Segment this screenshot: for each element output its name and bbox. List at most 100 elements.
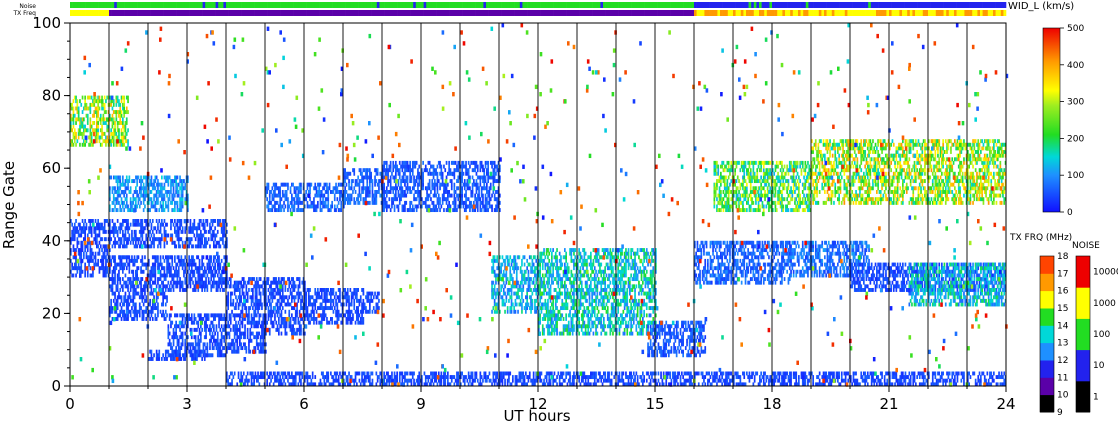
echo-cell: [350, 298, 353, 303]
echo-cell: [142, 197, 145, 202]
echo-cell: [232, 313, 235, 318]
echo-cell: [136, 244, 138, 249]
txfreq-strip-cell: [709, 10, 713, 16]
echo-cell: [482, 193, 484, 198]
echo-cell: [161, 262, 163, 267]
echo-cell: [203, 349, 206, 354]
echo-cell: [326, 320, 328, 325]
echo-cell: [176, 313, 179, 318]
echo-cell: [163, 291, 166, 296]
echo-cell: [70, 248, 72, 253]
noise-strip-cell: [288, 2, 292, 8]
echo-cell: [124, 226, 127, 231]
echo-cell: [94, 233, 97, 238]
echo-cell: [324, 190, 327, 194]
echo-cell: [356, 313, 358, 318]
noise-strip-cell: [322, 2, 326, 8]
echo-cell: [331, 204, 333, 209]
echo-cell: [124, 295, 127, 300]
echo-cell: [170, 200, 172, 205]
echo-cell: [274, 190, 276, 194]
txfreq-strip-cell: [730, 10, 734, 16]
echo-cell: [406, 175, 409, 180]
echo-cell: [175, 233, 177, 238]
echo-cell: [323, 200, 326, 205]
echo-cell: [434, 186, 436, 191]
noise-strip-cell: [228, 2, 232, 8]
echo-cell: [486, 168, 488, 173]
echo-cell: [448, 200, 450, 205]
noise-strip-cell: [410, 2, 414, 8]
echo-cell: [300, 291, 302, 296]
echo-cell: [177, 233, 180, 238]
echo-cell: [414, 204, 417, 209]
echo-cell: [281, 277, 284, 282]
echo-cell: [375, 193, 378, 198]
echo-cell: [136, 219, 138, 223]
echo-cell: [125, 193, 128, 198]
echo-cell: [135, 258, 137, 263]
echo-cell: [112, 197, 115, 202]
echo-cell: [281, 288, 284, 292]
echo-cell: [474, 168, 476, 173]
echo-cell: [365, 190, 367, 194]
noise-strip-cell: [223, 2, 227, 8]
echo-cell: [255, 284, 258, 289]
echo-cell: [164, 349, 167, 354]
echo-cell: [253, 346, 255, 351]
echo-cell: [344, 288, 346, 292]
echo-cell: [224, 240, 227, 245]
echo-cell: [162, 200, 164, 205]
txfreq-strip-cell: [540, 10, 544, 16]
echo-cell: [322, 317, 324, 321]
echo-cell: [304, 317, 306, 321]
echo-cell: [151, 280, 154, 285]
echo-cell: [284, 193, 287, 198]
txfreq-strip-cell: [847, 10, 851, 16]
noise-strip-cell: [254, 2, 258, 8]
echo-cell: [268, 190, 271, 194]
echo-cell: [193, 313, 196, 318]
echo-cell: [358, 193, 361, 198]
echo-cell: [193, 284, 196, 289]
echo-cell: [167, 197, 170, 202]
noise-strip-cell: [350, 2, 354, 8]
echo-cell: [146, 284, 149, 289]
noise-strip-cell: [473, 2, 476, 8]
echo-cell: [176, 324, 179, 329]
echo-cell: [486, 197, 488, 202]
echo-cell: [166, 179, 168, 184]
noise-strip-cell: [600, 2, 604, 8]
echo-cell: [339, 295, 341, 300]
echo-cell: [362, 200, 365, 205]
echo-cell: [344, 291, 346, 296]
echo-cell: [185, 179, 188, 184]
echo-cell: [144, 204, 146, 209]
echo-cell: [138, 244, 141, 249]
echo-cell: [259, 298, 262, 303]
echo-cell: [120, 222, 123, 227]
echo-cell: [180, 186, 183, 191]
echo-cell: [135, 309, 137, 314]
echo-cell: [114, 273, 116, 278]
echo-cell: [385, 208, 388, 213]
noise-strip-cell: [720, 2, 723, 8]
echo-cell: [254, 309, 257, 314]
echo-cell: [151, 219, 154, 223]
echo-cell: [171, 262, 174, 267]
echo-cell: [171, 200, 174, 205]
echo-cell: [279, 280, 281, 285]
txfreq-strip-cell: [278, 10, 281, 16]
echo-cell: [301, 317, 304, 321]
txfreq-strip-cell: [395, 10, 398, 16]
echo-cell: [293, 331, 296, 336]
echo-cell: [475, 197, 478, 202]
echo-cell: [275, 182, 278, 187]
echo-cell: [102, 269, 105, 274]
echo-cell: [153, 244, 155, 249]
echo-cell: [180, 190, 183, 194]
echo-cell: [201, 349, 203, 354]
echo-cell: [253, 302, 255, 307]
echo-cell: [188, 277, 190, 282]
echo-cell: [153, 193, 155, 198]
